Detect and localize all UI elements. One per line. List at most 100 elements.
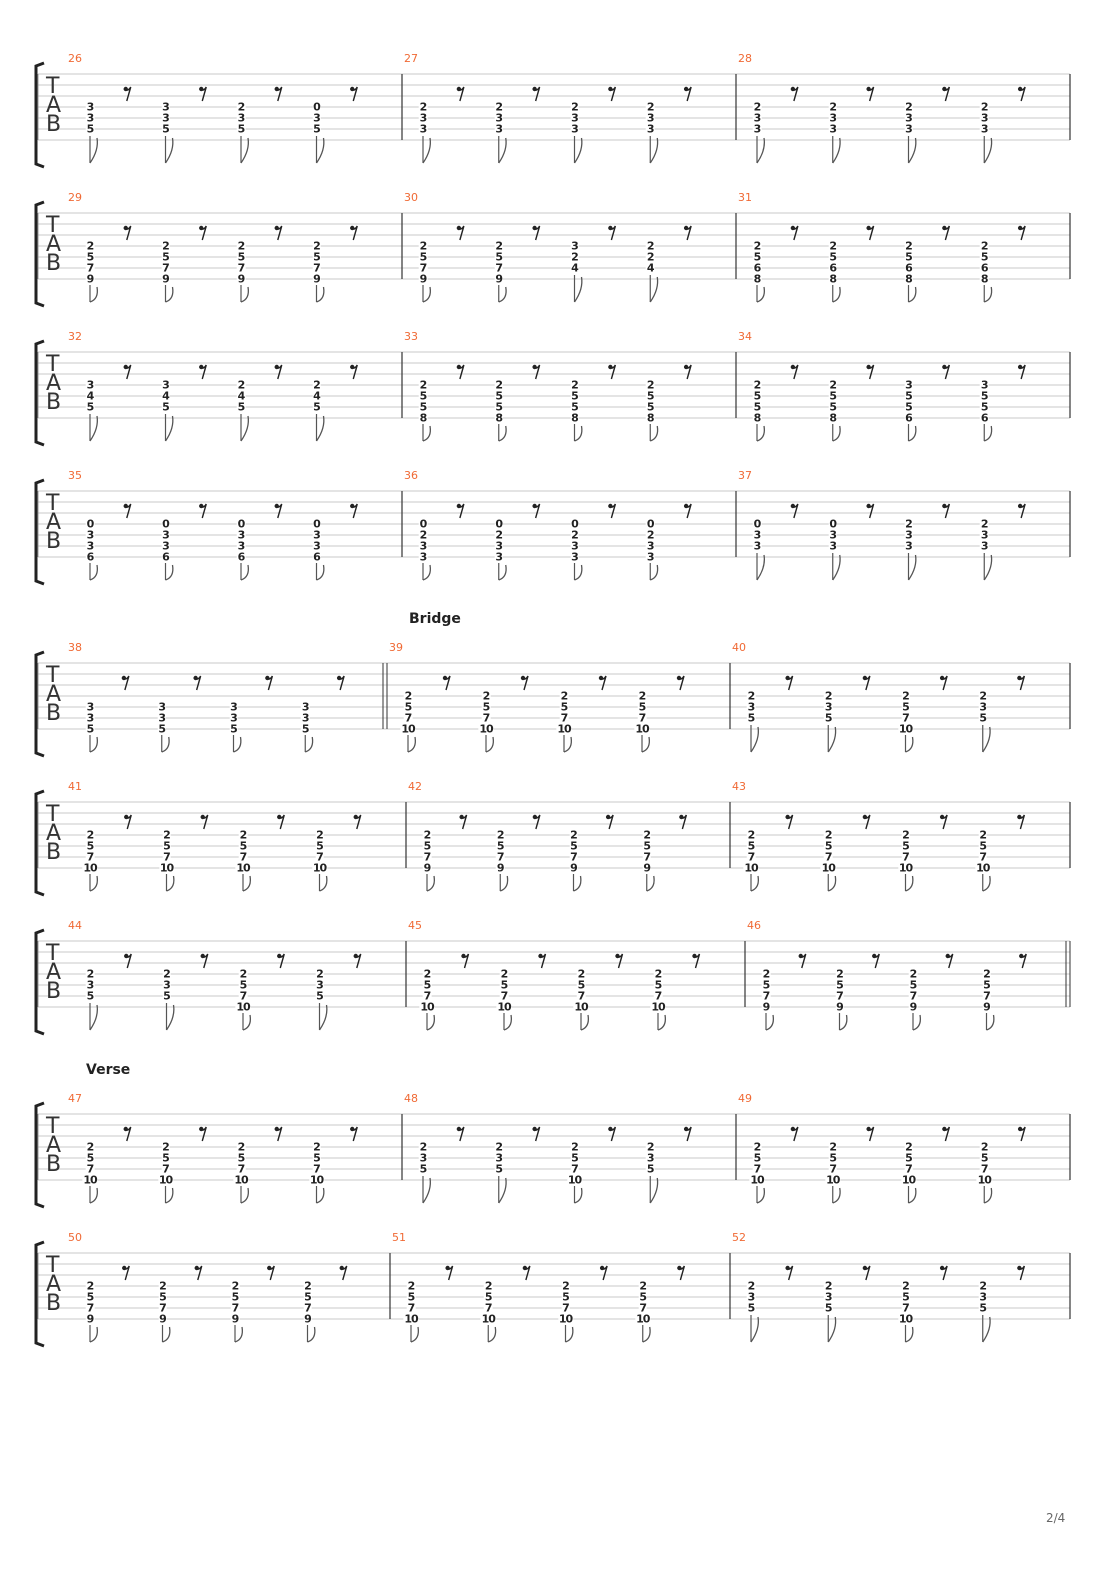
- fret-number: 10: [157, 1173, 173, 1187]
- fret-number: 2: [570, 528, 579, 542]
- fret-number: 7: [85, 850, 95, 864]
- fret-number: 2: [638, 1279, 648, 1293]
- fret-number: 2: [828, 1140, 838, 1154]
- eighth-rest-icon: [533, 814, 541, 830]
- fret-number: 2: [161, 239, 170, 253]
- fret-number: 2: [494, 100, 504, 114]
- tab-clef-letter: B: [46, 390, 62, 415]
- eighth-flag: [756, 1187, 765, 1204]
- fret-number: 2: [642, 828, 652, 842]
- fret-number: 4: [645, 261, 655, 275]
- eighth-rest-icon: [867, 1126, 875, 1142]
- fret-number: 7: [828, 1162, 838, 1176]
- eighth-rest-icon: [123, 1265, 130, 1281]
- eighth-rest-icon: [124, 503, 132, 519]
- fret-number: 2: [576, 967, 586, 981]
- eighth-flag: [832, 425, 841, 442]
- fret-number: 10: [556, 722, 572, 736]
- fret-number: 6: [904, 411, 913, 425]
- fret-number: 3: [752, 539, 762, 553]
- fret-number: 5: [746, 711, 756, 725]
- fret-number: 7: [422, 850, 432, 864]
- eighth-flag: [488, 1326, 497, 1343]
- eighth-flag: [983, 137, 993, 164]
- fret-number: 5: [752, 389, 762, 403]
- fret-number: 5: [823, 839, 833, 853]
- fret-number: 10: [825, 1173, 840, 1187]
- fret-number: 3: [645, 1151, 655, 1165]
- eighth-rest-icon: [275, 1126, 283, 1142]
- fret-number: 2: [901, 689, 910, 703]
- fret-number: 5: [162, 989, 171, 1003]
- eighth-rest-icon: [351, 364, 358, 380]
- eighth-rest-icon: [791, 1126, 799, 1142]
- eighth-rest-icon: [867, 225, 875, 241]
- fret-number: 10: [820, 861, 836, 875]
- fret-number: 10: [235, 1000, 251, 1014]
- measure-number: 51: [392, 1231, 406, 1244]
- tab-clef-letter: B: [46, 112, 62, 137]
- fret-number: 2: [752, 239, 762, 253]
- fret-number: 2: [645, 528, 655, 542]
- measure-number: 39: [389, 641, 403, 654]
- fret-number: 3: [229, 711, 238, 725]
- fret-number: 7: [85, 1162, 95, 1176]
- eighth-flag: [165, 1187, 174, 1204]
- eighth-flag: [907, 137, 917, 164]
- fret-number: 3: [904, 111, 913, 125]
- eighth-rest-icon: [943, 1126, 951, 1142]
- fret-number: 5: [315, 839, 324, 853]
- eighth-rest-icon: [609, 503, 617, 519]
- eighth-rest-icon: [1018, 1265, 1026, 1281]
- eighth-rest-icon: [677, 675, 685, 691]
- fret-number: 7: [559, 711, 569, 725]
- fret-number: 3: [85, 711, 95, 725]
- fret-number: 7: [230, 1301, 240, 1315]
- fret-number: 7: [752, 1162, 762, 1176]
- fret-number: 2: [752, 100, 762, 114]
- fret-number: 7: [653, 989, 663, 1003]
- fret-number: 8: [979, 272, 989, 286]
- fret-number: 2: [828, 239, 838, 253]
- fret-number: 5: [746, 839, 756, 853]
- fret-number: 2: [982, 967, 991, 981]
- fret-number: 3: [157, 700, 167, 714]
- eighth-flag: [233, 736, 242, 753]
- eighth-rest-icon: [351, 86, 358, 102]
- fret-number: 3: [494, 1151, 504, 1165]
- fret-number: 0: [161, 517, 170, 531]
- fret-number: 7: [494, 261, 504, 275]
- fret-number: 6: [979, 411, 989, 425]
- fret-number: 3: [85, 111, 95, 125]
- fret-number: 2: [653, 967, 663, 981]
- fret-number: 5: [752, 1151, 762, 1165]
- fret-number: 2: [746, 1279, 756, 1293]
- fret-number: 5: [300, 722, 310, 736]
- eighth-flag: [89, 875, 98, 892]
- eighth-rest-icon: [275, 225, 283, 241]
- eighth-rest-icon: [1018, 1126, 1026, 1142]
- eighth-flag: [905, 875, 914, 892]
- eighth-flag: [756, 554, 765, 581]
- eighth-rest-icon: [351, 503, 358, 519]
- eighth-flag: [500, 875, 509, 892]
- eighth-rest-icon: [609, 364, 617, 380]
- fret-number: 9: [569, 861, 578, 875]
- fret-number: 5: [406, 1290, 416, 1304]
- measure-number: 45: [408, 919, 422, 932]
- fret-number: 5: [823, 711, 833, 725]
- fret-number: 5: [645, 400, 655, 414]
- measure-number: 31: [738, 191, 752, 204]
- eighth-rest-icon: [337, 675, 345, 691]
- eighth-flag: [240, 1187, 249, 1204]
- eighth-flag: [315, 137, 325, 164]
- eighth-rest-icon: [521, 675, 529, 691]
- eighth-rest-icon: [201, 814, 209, 830]
- fret-number: 3: [979, 122, 989, 136]
- eighth-flag: [832, 286, 841, 303]
- fret-number: 3: [823, 700, 833, 714]
- fret-number: 2: [637, 689, 647, 703]
- fret-number: 5: [162, 839, 171, 853]
- fret-number: 7: [499, 989, 509, 1003]
